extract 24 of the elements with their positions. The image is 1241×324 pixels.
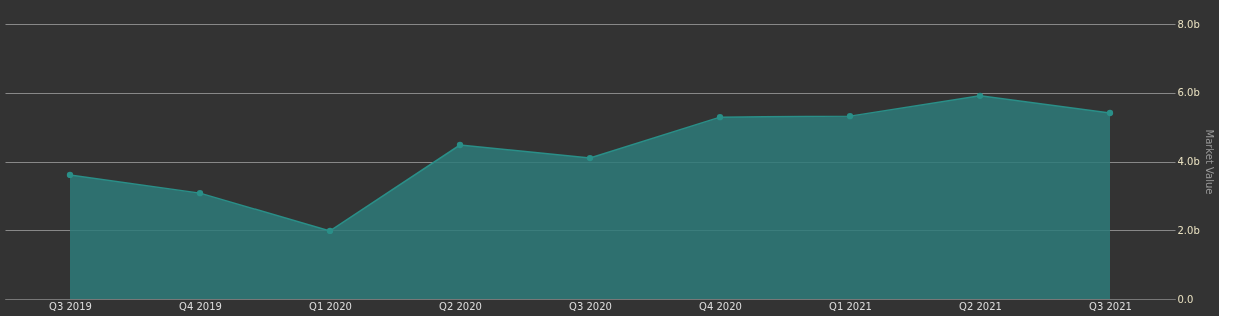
y-tick-label: 6.0b [1177,87,1200,99]
point [1106,109,1114,117]
x-tick-label: Q3 2019 [49,300,92,312]
point [586,154,594,162]
y-tick-label: 4.0b [1177,156,1200,167]
point [976,92,984,99]
x-tick-label: Q4 2019 [179,300,222,312]
y-tick-label: 0.0 [1177,293,1194,305]
y-axis-title: Market Value [1203,129,1215,195]
point [846,112,854,120]
x-tick-label: Q2 2021 [959,300,1002,312]
x-tick-label: Q2 2020 [439,300,482,312]
x-tick-label: Q1 2021 [829,300,872,312]
x-tick-label: Q1 2020 [309,300,352,312]
y-tick-label: 2.0b [1177,224,1200,236]
point [456,141,464,149]
point [716,114,724,121]
point [196,189,204,197]
x-tick-label: Q3 2021 [1089,300,1132,312]
x-tick-label: Q4 2020 [699,300,742,312]
x-tick-label: Q3 2020 [569,300,612,312]
point [326,227,334,235]
point [66,171,74,179]
y-tick-label: 8.0b [1177,18,1200,30]
